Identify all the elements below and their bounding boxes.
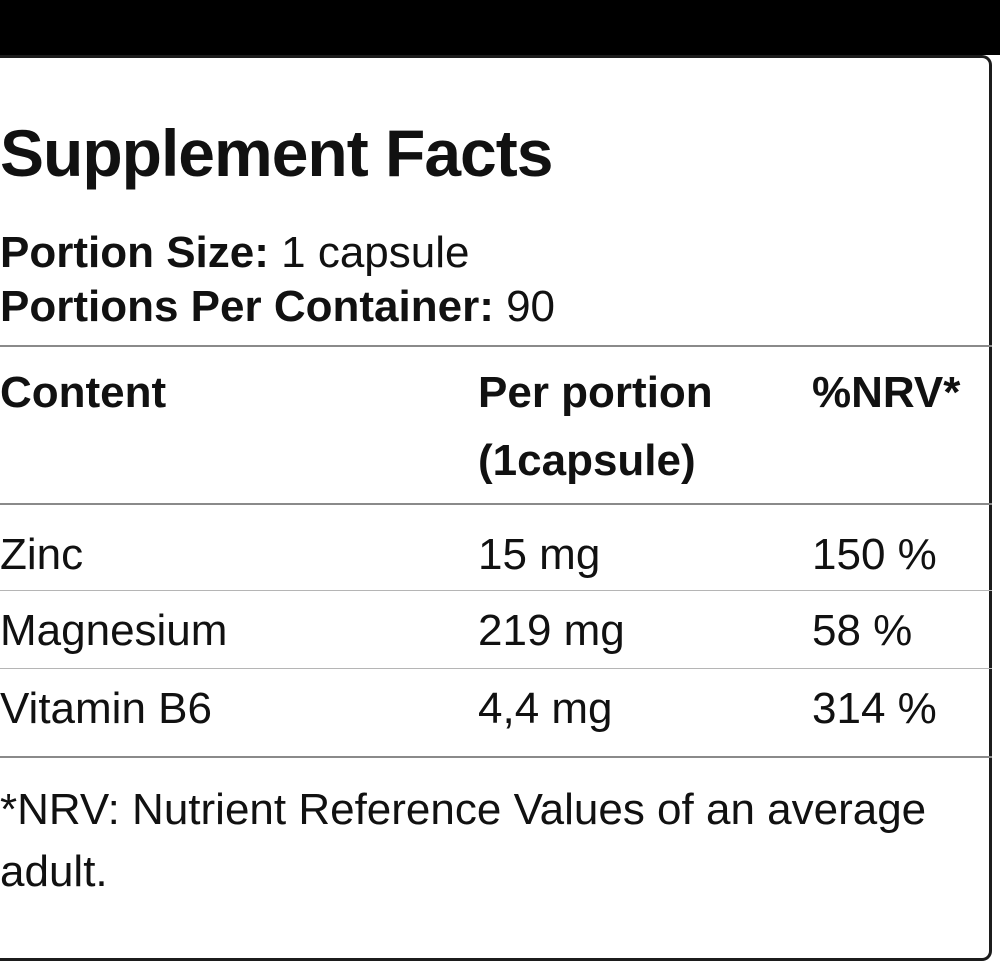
portions-per-container-label: Portions Per Container: [0, 282, 494, 331]
table-row-content: Zinc [0, 530, 84, 579]
table-row-content: Vitamin B6 [0, 684, 212, 733]
table-row-per-portion: 219 mg [478, 606, 625, 655]
portions-per-container-value: 90 [493, 282, 556, 331]
divider-footnote-top [0, 756, 992, 758]
portions-per-container: Portions Per Container: 90 [0, 281, 555, 333]
bottom-band [0, 961, 1000, 980]
portion-size: Portion Size: 1 capsule [0, 227, 469, 279]
nrv-footnote: *NRV: Nutrient Reference Values of an av… [0, 785, 927, 896]
column-header-per-portion-line2: (1capsule) [478, 436, 696, 485]
portion-size-value: 1 capsule [268, 228, 470, 277]
supplement-facts-panel [0, 55, 992, 961]
table-row-nrv: 314 % [812, 684, 937, 733]
table-row-per-portion: 4,4 mg [478, 684, 613, 733]
table-row-nrv: 150 % [812, 530, 937, 579]
page-title: Supplement Facts [0, 116, 553, 190]
column-header-content: Content [0, 368, 167, 417]
top-dark-band [0, 0, 1000, 55]
table-row-nrv: 58 % [812, 606, 913, 655]
row-divider [0, 668, 992, 669]
portion-size-label: Portion Size: [0, 228, 269, 277]
divider-header-top [0, 345, 992, 347]
column-header-per-portion: Per portion (1capsule) [478, 367, 713, 487]
table-row-per-portion: 15 mg [478, 530, 601, 579]
column-header-per-portion-line1: Per portion [478, 368, 713, 417]
divider-header-bottom [0, 503, 992, 505]
row-divider [0, 590, 992, 591]
column-header-nrv: %NRV* [812, 368, 961, 417]
table-row-content: Magnesium [0, 606, 228, 655]
